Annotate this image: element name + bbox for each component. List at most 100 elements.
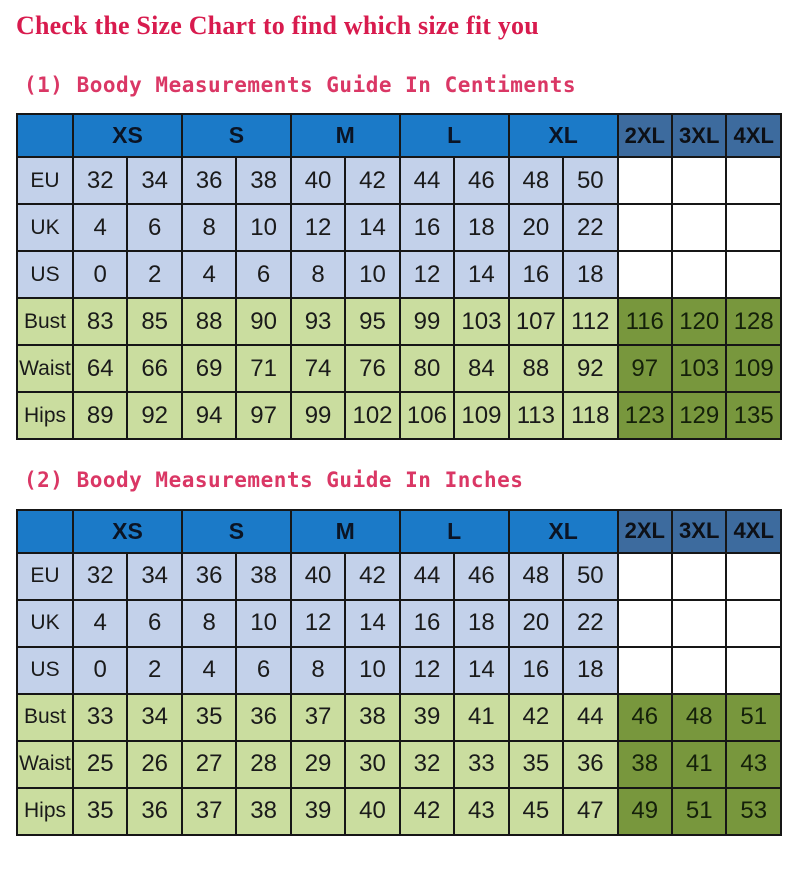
- table-cell: 48: [670, 692, 728, 742]
- size-table-inches: XS S M L XL 2XL 3XL 4XL EU 32 34 36 38 40 42 44 46 48 50 UK…: [16, 508, 782, 836]
- table-cell: [616, 203, 673, 253]
- table-row-waist: Waist 25 26 27 28 29 30 32 33 35 36 38 41 43: [16, 739, 782, 789]
- col-header-3xl: 3XL: [670, 508, 728, 554]
- table-cell: 41: [670, 739, 728, 789]
- table-cell: 8: [289, 250, 347, 300]
- table-cell: 34: [126, 692, 183, 742]
- table-cell: 99: [289, 391, 347, 441]
- table-cell: 107: [507, 297, 565, 347]
- table-cell: 38: [344, 692, 401, 742]
- table-cell: 12: [398, 645, 456, 695]
- table-cell: 18: [453, 203, 510, 253]
- table-cell: 14: [453, 645, 510, 695]
- table-row-eu: EU 32 34 36 38 40 42 44 46 48 50: [16, 551, 782, 601]
- table-row-us: US 0 2 4 6 8 10 12 14 16 18: [16, 250, 782, 300]
- table-cell: 109: [453, 391, 510, 441]
- table-cell: [725, 156, 782, 206]
- col-header-4xl: 4XL: [725, 113, 782, 159]
- table-cell: 0: [71, 645, 129, 695]
- section-heading-centimeters: (1) Boody Measurements Guide In Centimen…: [24, 73, 577, 98]
- col-header-xl: XL: [507, 508, 619, 554]
- col-header-2xl: 2XL: [616, 113, 673, 159]
- table-cell: 35: [71, 786, 129, 836]
- table-cell: 43: [725, 739, 782, 789]
- table-cell: [670, 551, 728, 601]
- row-label: Waist: [16, 739, 74, 789]
- row-label: Bust: [16, 297, 74, 347]
- table-cell: 38: [616, 739, 673, 789]
- table-cell: 35: [507, 739, 565, 789]
- row-label: Hips: [16, 391, 74, 441]
- table-cell: 92: [562, 344, 619, 394]
- table-cell: 32: [71, 156, 129, 206]
- table-cell: 16: [507, 250, 565, 300]
- table-cell: 94: [180, 391, 238, 441]
- col-header-xl: XL: [507, 113, 619, 159]
- row-label: Bust: [16, 692, 74, 742]
- table-cell: [725, 250, 782, 300]
- table-cell: 44: [562, 692, 619, 742]
- table-cell: 45: [507, 786, 565, 836]
- table-cell: 118: [562, 391, 619, 441]
- corner-cell: [16, 508, 74, 554]
- table-cell: 93: [289, 297, 347, 347]
- table-row-hips: Hips 89 92 94 97 99 102 106 109 113 118 123 129 135: [16, 391, 782, 441]
- table-cell: 48: [507, 551, 565, 601]
- table-cell: 38: [235, 551, 292, 601]
- row-label: UK: [16, 598, 74, 648]
- table-cell: 16: [398, 598, 456, 648]
- table-cell: 113: [507, 391, 565, 441]
- table-cell: 36: [126, 786, 183, 836]
- table-cell: 8: [289, 645, 347, 695]
- table-cell: 6: [126, 598, 183, 648]
- table-cell: 48: [507, 156, 565, 206]
- page-title: Check the Size Chart to find which size …: [16, 11, 539, 40]
- table-cell: [670, 250, 728, 300]
- table-cell: 120: [670, 297, 728, 347]
- table-row-uk: UK 4 6 8 10 12 14 16 18 20 22: [16, 203, 782, 253]
- col-header-3xl: 3XL: [670, 113, 728, 159]
- table-cell: 51: [670, 786, 728, 836]
- table-cell: 46: [453, 156, 510, 206]
- table-cell: 53: [725, 786, 782, 836]
- table-cell: 8: [180, 203, 238, 253]
- table-cell: 22: [562, 203, 619, 253]
- table-cell: 34: [126, 156, 183, 206]
- table-cell: 40: [289, 551, 347, 601]
- table-cell: [725, 598, 782, 648]
- table-cell: 39: [398, 692, 456, 742]
- table-cell: 18: [562, 645, 619, 695]
- table-cell: 8: [180, 598, 238, 648]
- table-cell: 20: [507, 203, 565, 253]
- table-cell: 83: [71, 297, 129, 347]
- table-cell: 16: [398, 203, 456, 253]
- size-table-centimeters-container: XS S M L XL 2XL 3XL 4XL EU 32 34 36 38 40 42 44 46 48 50 UK…: [0, 113, 794, 441]
- col-header-xs: XS: [72, 508, 183, 554]
- table-row-uk: UK 4 6 8 10 12 14 16 18 20 22: [16, 598, 782, 648]
- table-cell: 10: [235, 598, 292, 648]
- row-label: US: [16, 250, 74, 300]
- table-cell: 90: [235, 297, 292, 347]
- table-cell: 34: [126, 551, 183, 601]
- table-cell: [725, 551, 782, 601]
- col-header-4xl: 4XL: [725, 508, 782, 554]
- table-cell: 28: [235, 739, 292, 789]
- table-cell: 99: [398, 297, 456, 347]
- table-cell: 74: [289, 344, 347, 394]
- table-cell: 42: [507, 692, 565, 742]
- table-cell: 16: [507, 645, 565, 695]
- table-cell: 4: [71, 598, 129, 648]
- table-cell: [616, 598, 673, 648]
- table-row-eu: EU 32 34 36 38 40 42 44 46 48 50: [16, 156, 782, 206]
- table-cell: 40: [344, 786, 401, 836]
- row-label: US: [16, 645, 74, 695]
- table-cell: 97: [616, 344, 673, 394]
- table-cell: 4: [71, 203, 129, 253]
- table-cell: 2: [126, 645, 183, 695]
- table-cell: [670, 645, 728, 695]
- table-cell: [616, 250, 673, 300]
- table-cell: 76: [344, 344, 401, 394]
- table-cell: 66: [126, 344, 183, 394]
- corner-cell: [16, 113, 74, 159]
- size-table-centimeters: XS S M L XL 2XL 3XL 4XL EU 32 34 36 38 40 42 44 46 48 50 UK…: [16, 113, 782, 441]
